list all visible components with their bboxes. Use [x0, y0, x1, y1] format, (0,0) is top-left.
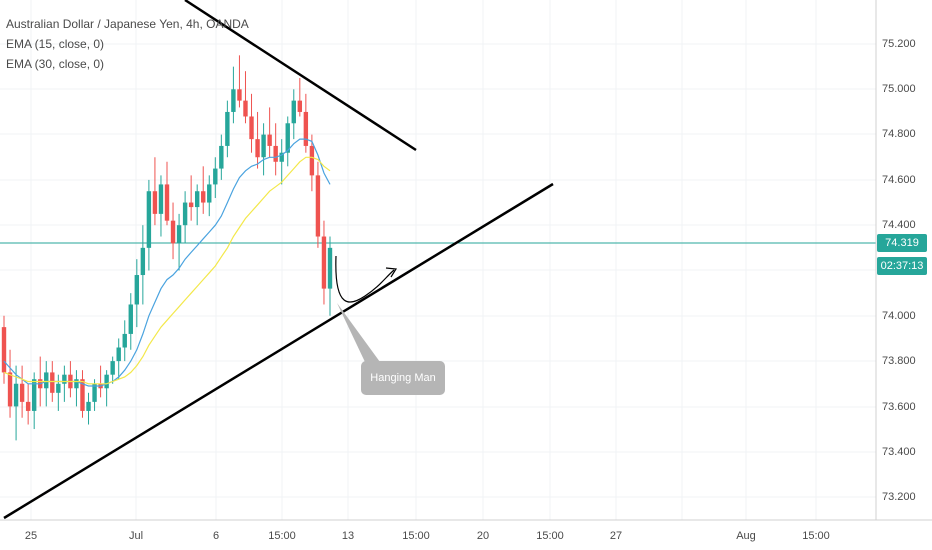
candle-body: [321, 236, 327, 289]
projection-arrow[interactable]: [335, 255, 395, 303]
time-tick: 20: [476, 530, 490, 542]
time-tick: 15:00: [268, 530, 296, 542]
price-tick: 74.600: [882, 174, 916, 186]
hanging-man-callout[interactable]: Hanging Man: [361, 361, 445, 395]
time-tick: 15:00: [536, 530, 564, 542]
candle-body: [273, 145, 278, 162]
candle-body: [110, 361, 115, 375]
candle-body: [207, 184, 212, 203]
candle-body: [291, 100, 296, 124]
candles: [1, 55, 333, 441]
candle-body: [62, 374, 67, 384]
candle-body: [315, 175, 321, 237]
candle-body: [182, 202, 188, 226]
candle-body: [327, 247, 333, 289]
candle-body: [297, 100, 303, 112]
time-tick: 25: [24, 530, 38, 542]
candle-body: [279, 152, 284, 162]
candle-body: [140, 247, 146, 276]
candle-body: [170, 220, 176, 244]
candle-body: [122, 333, 127, 348]
candle-body: [164, 184, 170, 221]
current-price-badge: 74.319: [877, 234, 927, 252]
time-tick: 15:00: [802, 530, 830, 542]
callout-pointer: [337, 303, 380, 362]
candle-body: [31, 379, 37, 411]
price-tick: 74.400: [882, 219, 916, 231]
time-tick: 15:00: [402, 530, 430, 542]
ema30-label: EMA (30, close, 0): [6, 57, 105, 71]
candle-body: [92, 383, 97, 402]
candle-body: [219, 145, 224, 169]
candle-body: [309, 145, 315, 176]
candle-body: [285, 123, 290, 153]
price-tick: 75.200: [882, 38, 916, 50]
candle-body: [231, 89, 236, 112]
upper-trendline[interactable]: [184, 0, 417, 152]
price-tick: 73.200: [882, 491, 916, 503]
candle-body: [261, 134, 266, 158]
lower-trendline[interactable]: [3, 182, 554, 520]
arrow-head-icon: [385, 267, 398, 278]
candle-body: [146, 191, 152, 248]
candle-body: [152, 191, 158, 214]
candle-body: [19, 383, 25, 402]
candle-body: [213, 168, 218, 185]
candle-body: [13, 383, 19, 407]
grid: [0, 0, 876, 520]
price-tick: 73.600: [882, 401, 916, 413]
ema30-line: [3, 156, 331, 385]
candle-body: [225, 111, 230, 146]
candle-body: [44, 372, 49, 389]
candle-body: [158, 184, 164, 214]
price-tick: 73.800: [882, 355, 916, 367]
candle-body: [128, 304, 133, 334]
ema15-label: EMA (15, close, 0): [6, 37, 105, 51]
candle-body: [249, 116, 254, 140]
candle-body: [255, 139, 260, 158]
price-tick: 75.000: [882, 83, 916, 95]
candle-body: [303, 111, 309, 146]
time-tick: 27: [609, 530, 623, 542]
candle-body: [176, 225, 182, 244]
countdown-badge: 02:37:13: [877, 257, 927, 275]
candle-body: [116, 347, 121, 362]
candle-body: [74, 379, 79, 389]
candle-body: [25, 401, 31, 411]
candle-body: [134, 275, 140, 305]
candle-body: [1, 327, 7, 373]
price-axis[interactable]: 75.200 75.000 74.800 74.600 74.400 74.00…: [876, 0, 932, 520]
candle-body: [194, 191, 200, 208]
time-tick: Jul: [128, 530, 144, 542]
price-tick: 74.800: [882, 128, 916, 140]
candle-body: [50, 372, 55, 393]
candle-body: [7, 372, 13, 407]
candle-body: [243, 100, 248, 117]
candle-body: [201, 191, 206, 203]
candle-body: [188, 202, 194, 208]
time-tick: 6: [212, 530, 220, 542]
time-tick: 13: [341, 530, 355, 542]
candle-body: [104, 374, 109, 389]
candle-body: [267, 134, 272, 146]
chart-legend: Australian Dollar / Japanese Yen, 4h, OA…: [6, 14, 249, 74]
candle-body: [80, 379, 85, 411]
price-tick: 73.400: [882, 446, 916, 458]
candle-body: [86, 401, 91, 411]
candle-body: [56, 383, 61, 393]
candle-body: [237, 89, 242, 101]
symbol-title: Australian Dollar / Japanese Yen, 4h, OA…: [6, 17, 249, 31]
time-tick: Aug: [736, 530, 756, 542]
price-tick: 74.000: [882, 310, 916, 322]
